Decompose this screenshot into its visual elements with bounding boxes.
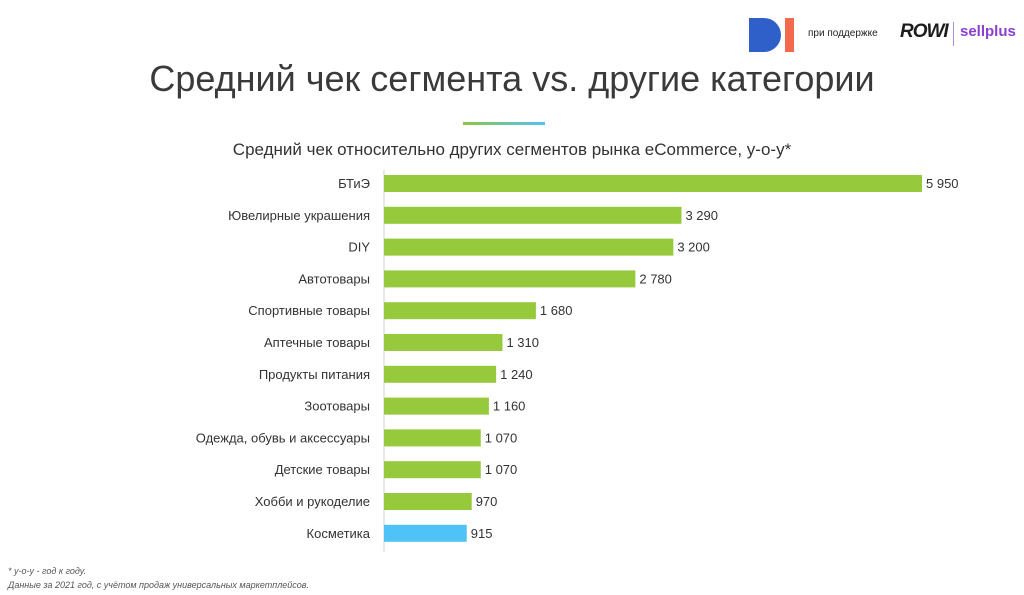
category-label: Ювелирные украшения <box>228 208 370 223</box>
di-logo <box>749 18 795 52</box>
bar <box>384 397 489 415</box>
data-label: 970 <box>476 494 498 509</box>
footnote-yoy: * y-o-y - год к году. <box>8 566 87 576</box>
category-label: DIY <box>348 240 370 255</box>
data-label: 1 680 <box>540 303 573 318</box>
data-label: 1 310 <box>506 335 539 350</box>
di-logo-d-shape <box>749 18 781 52</box>
data-label: 1 070 <box>485 462 518 477</box>
bar <box>384 302 536 320</box>
chart-title: Средний чек относительно других сегменто… <box>232 140 792 159</box>
data-label: 1 160 <box>493 399 526 414</box>
bar <box>384 429 481 447</box>
category-label: Косметика <box>307 526 371 541</box>
bar <box>384 175 922 192</box>
bar <box>384 493 472 510</box>
category-label: Спортивные товары <box>248 303 370 318</box>
category-label: Аптечные товары <box>264 335 370 350</box>
category-label: Продукты питания <box>259 367 370 382</box>
data-label: 3 200 <box>677 240 710 255</box>
data-label: 915 <box>471 526 493 541</box>
bar <box>384 334 503 351</box>
data-label: 1 070 <box>485 430 518 445</box>
page-title: Средний чек сегмента vs. другие категори… <box>149 58 875 99</box>
category-label: Хобби и рукоделие <box>255 494 370 509</box>
data-label: 2 780 <box>639 271 672 286</box>
data-label: 3 290 <box>685 208 718 223</box>
title-underline <box>463 122 545 125</box>
category-label: БТиЭ <box>338 176 370 191</box>
bar <box>384 270 636 288</box>
category-label: Автотовары <box>298 271 370 286</box>
sellplus-logo: sellplus <box>960 23 1016 40</box>
logo-separator <box>953 22 954 46</box>
bar <box>384 365 497 383</box>
bar <box>384 461 481 479</box>
bar <box>384 238 674 256</box>
bar <box>384 524 467 542</box>
footnote-source: Данные за 2021 год, с учётом продаж унив… <box>8 580 310 590</box>
support-text: при поддержке <box>808 28 878 39</box>
category-label: Одежда, обувь и аксессуары <box>196 430 370 445</box>
data-label: 5 950 <box>926 176 959 191</box>
di-logo-i-shape <box>785 18 794 52</box>
rowi-logo: ROWI <box>900 21 949 42</box>
category-label: Детские товары <box>275 462 370 477</box>
data-label: 1 240 <box>500 367 533 382</box>
category-label: Зоотовары <box>304 399 370 414</box>
bar <box>384 206 682 224</box>
